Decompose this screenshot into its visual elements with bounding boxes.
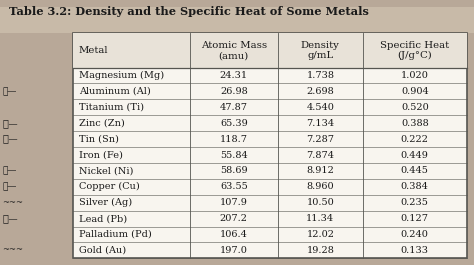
Text: 1.020: 1.020 <box>401 71 428 80</box>
Text: ★—: ★— <box>2 135 18 144</box>
Text: 8.960: 8.960 <box>307 182 334 191</box>
Text: 0.133: 0.133 <box>401 246 429 255</box>
Text: 55.84: 55.84 <box>220 151 247 160</box>
Text: 1.738: 1.738 <box>306 71 334 80</box>
Text: 0.449: 0.449 <box>401 151 428 160</box>
Text: ~~~: ~~~ <box>2 199 23 207</box>
Text: 197.0: 197.0 <box>220 246 248 255</box>
Text: Iron (Fe): Iron (Fe) <box>79 151 123 160</box>
Text: Copper (Cu): Copper (Cu) <box>79 182 140 191</box>
Text: Aluminum (Al): Aluminum (Al) <box>79 87 151 96</box>
Text: 0.235: 0.235 <box>401 198 428 207</box>
Text: 0.127: 0.127 <box>401 214 429 223</box>
Text: Gold (Au): Gold (Au) <box>79 246 126 255</box>
Text: 24.31: 24.31 <box>220 71 248 80</box>
Text: ~~~: ~~~ <box>2 246 23 254</box>
Text: Specific Heat
(J/g°C): Specific Heat (J/g°C) <box>380 41 449 60</box>
Text: ★—: ★— <box>2 166 17 175</box>
Text: 7.287: 7.287 <box>306 135 334 144</box>
Text: 0.520: 0.520 <box>401 103 428 112</box>
Text: Tin (Sn): Tin (Sn) <box>79 135 119 144</box>
Text: Titanium (Ti): Titanium (Ti) <box>79 103 144 112</box>
Text: 47.87: 47.87 <box>220 103 248 112</box>
Text: 4.540: 4.540 <box>306 103 334 112</box>
Text: ★—: ★— <box>2 87 17 96</box>
Text: 63.55: 63.55 <box>220 182 247 191</box>
Text: Metal: Metal <box>78 46 108 55</box>
Text: Palladium (Pd): Palladium (Pd) <box>79 230 152 239</box>
Text: 19.28: 19.28 <box>306 246 334 255</box>
Text: 58.69: 58.69 <box>220 166 247 175</box>
Text: Lead (Pb): Lead (Pb) <box>79 214 128 223</box>
Text: 11.34: 11.34 <box>306 214 334 223</box>
Text: 207.2: 207.2 <box>220 214 248 223</box>
Text: 0.904: 0.904 <box>401 87 428 96</box>
Text: 0.240: 0.240 <box>401 230 428 239</box>
Text: 118.7: 118.7 <box>220 135 248 144</box>
Text: Density
g/mL: Density g/mL <box>301 41 340 60</box>
Text: 0.222: 0.222 <box>401 135 429 144</box>
Text: ★—: ★— <box>2 119 18 128</box>
Text: 0.445: 0.445 <box>401 166 428 175</box>
Text: Nickel (Ni): Nickel (Ni) <box>79 166 134 175</box>
Text: Atomic Mass
(amu): Atomic Mass (amu) <box>201 41 267 60</box>
Text: 0.384: 0.384 <box>401 182 428 191</box>
Text: 8.912: 8.912 <box>306 166 334 175</box>
Text: 12.02: 12.02 <box>306 230 334 239</box>
Text: Table 3.2: Density and the Specific Heat of Some Metals: Table 3.2: Density and the Specific Heat… <box>9 6 369 17</box>
Text: Silver (Ag): Silver (Ag) <box>79 198 132 207</box>
Text: 106.4: 106.4 <box>220 230 248 239</box>
Text: 10.50: 10.50 <box>307 198 334 207</box>
Text: 7.134: 7.134 <box>306 119 334 128</box>
Text: 0.388: 0.388 <box>401 119 428 128</box>
Text: 26.98: 26.98 <box>220 87 247 96</box>
Text: ★—: ★— <box>2 214 18 223</box>
Text: ★—: ★— <box>2 182 17 191</box>
Text: 107.9: 107.9 <box>220 198 248 207</box>
Text: 65.39: 65.39 <box>220 119 247 128</box>
Text: 7.874: 7.874 <box>306 151 334 160</box>
Text: Zinc (Zn): Zinc (Zn) <box>79 119 125 128</box>
Text: Magnesium (Mg): Magnesium (Mg) <box>79 71 164 80</box>
Text: 2.698: 2.698 <box>307 87 334 96</box>
